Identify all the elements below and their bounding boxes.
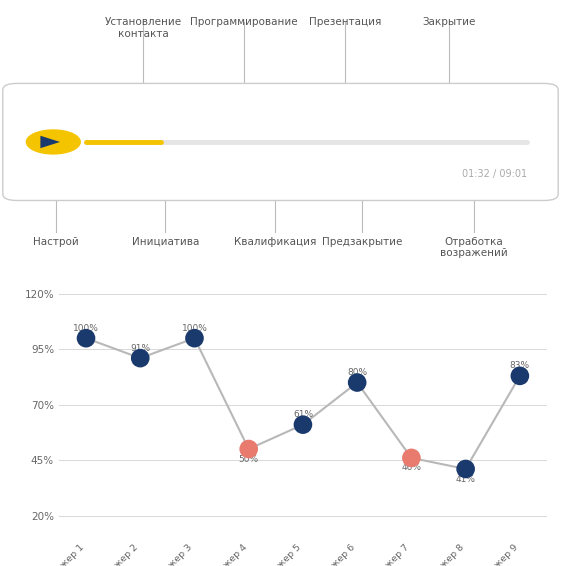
Point: [407, 453, 416, 462]
Point: [136, 354, 145, 363]
Text: Предзакрытие: Предзакрытие: [321, 237, 402, 247]
Text: Инициатива: Инициатива: [132, 237, 199, 247]
Point: [190, 334, 199, 343]
Text: 41%: 41%: [456, 474, 476, 483]
Point: [516, 371, 525, 380]
FancyBboxPatch shape: [3, 83, 558, 200]
Point: [298, 420, 307, 429]
Text: 80%: 80%: [347, 368, 367, 377]
Text: 91%: 91%: [130, 344, 150, 353]
Text: Квалификация: Квалификация: [234, 237, 316, 247]
Polygon shape: [40, 136, 60, 148]
Text: 61%: 61%: [293, 410, 313, 419]
Text: Презентация: Презентация: [309, 18, 381, 27]
Text: 100%: 100%: [73, 324, 99, 333]
Circle shape: [26, 130, 80, 154]
Point: [461, 465, 470, 474]
Text: Отработка
возражений: Отработка возражений: [440, 237, 508, 258]
Point: [244, 444, 253, 453]
Text: Закрытие: Закрытие: [422, 18, 476, 27]
Text: 01:32 / 09:01: 01:32 / 09:01: [462, 169, 527, 179]
Text: Программирование: Программирование: [190, 18, 298, 27]
Point: [353, 378, 362, 387]
Text: 100%: 100%: [182, 324, 208, 333]
Text: 83%: 83%: [510, 361, 530, 370]
Text: 50%: 50%: [238, 454, 259, 464]
Text: 46%: 46%: [402, 464, 421, 473]
Point: [81, 334, 90, 343]
Text: Настрой: Настрой: [33, 237, 79, 247]
Text: Установление
контакта: Установление контакта: [104, 18, 182, 39]
